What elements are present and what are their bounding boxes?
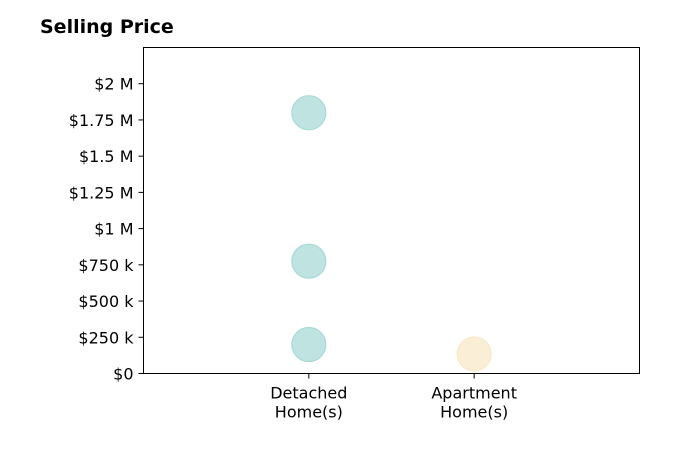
x-axis: Detached Home(s) Apartment Home(s): [270, 373, 517, 422]
data-point: [291, 95, 327, 131]
data-point: [291, 326, 327, 363]
data-point: [291, 243, 327, 279]
data-point: [456, 336, 492, 372]
y-tick-label: $1.5 M: [79, 147, 134, 166]
y-tick-label: $500 k: [78, 292, 134, 311]
y-axis: $0 $250 k $500 k $750 k $1 M $1.25 M $1.5 M $1.…: [69, 75, 144, 384]
chart-title: Selling Price: [40, 16, 174, 38]
plot-frame: [143, 47, 640, 374]
y-tick-label: $0: [113, 365, 133, 384]
x-tick-label: Apartment Home(s): [431, 384, 517, 422]
y-tick-label: $1.75 M: [69, 111, 134, 130]
y-tick-label: $2 M: [94, 75, 133, 94]
y-tick-label: $1.25 M: [69, 183, 134, 202]
y-tick-label: $1 M: [94, 220, 133, 239]
y-tick-label: $250 k: [78, 328, 134, 347]
data-points: [291, 95, 492, 372]
x-tick-label: Detached Home(s): [270, 384, 347, 422]
y-tick-label: $750 k: [78, 256, 134, 275]
